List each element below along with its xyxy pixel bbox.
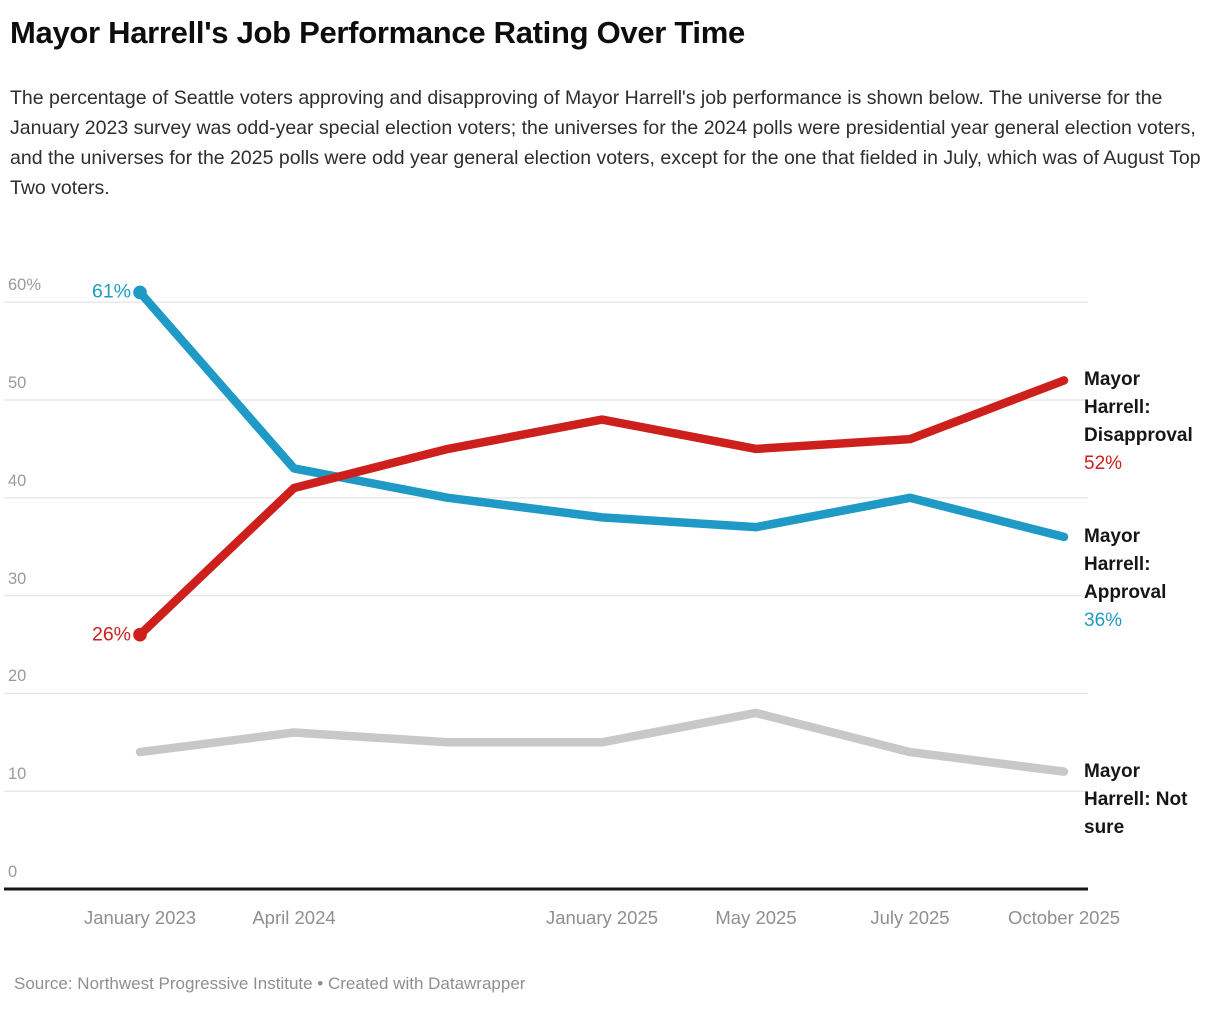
mayor-harrell-approval-line [135, 288, 1069, 542]
series-label-line: Approval [1084, 581, 1167, 603]
x-axis-tick-label: January 2025 [545, 907, 659, 928]
x-axis-tick-label: January 2023 [83, 907, 197, 928]
series-label-line: Mayor [1084, 760, 1140, 782]
y-axis-tick-label: 40 [8, 471, 27, 490]
mayor-harrell-not-sure-line [135, 708, 1069, 776]
y-axis-tick-label: 10 [8, 765, 27, 784]
mayor-harrell-disapproval-end-value-label: 52% [1084, 453, 1123, 475]
mayor-harrell-disapproval-label: Mayor Harrell: Disapproval 52% [1084, 366, 1216, 478]
y-axis-tick-label: 0 [8, 863, 18, 881]
mayor-harrell-approval-start-value-label: 61% [91, 280, 131, 303]
x-axis-tick-label: May 2025 [715, 907, 797, 928]
page-title: Mayor Harrell's Job Performance Rating O… [10, 15, 745, 50]
mayor-harrell-disapproval-start-dot [133, 627, 147, 642]
series-label-line: Disapproval [1084, 425, 1193, 447]
mayor-harrell-disapproval-line [135, 376, 1069, 639]
series-label-line: Harrell: Not [1084, 788, 1188, 810]
x-axis-tick-label: April 2024 [252, 907, 336, 928]
mayor-harrell-approval-label: Mayor Harrell: Approval 36% [1084, 523, 1216, 635]
chart-description: The percentage of Seattle voters approvi… [10, 87, 1201, 199]
series-label-line: Harrell: [1084, 553, 1151, 575]
y-axis-tick-label: 50 [8, 374, 27, 392]
x-axis-tick-label: July 2025 [870, 907, 950, 928]
series-label-line: Mayor [1084, 369, 1140, 391]
y-axis-tick-label: 60% [8, 276, 42, 295]
y-axis-tick-label: 30 [8, 569, 27, 588]
mayor-harrell-disapproval-start-value-label: 26% [91, 623, 131, 646]
mayor-harrell-approval-start-dot [133, 285, 147, 300]
x-axis-tick-label: October 2025 [1007, 907, 1121, 928]
footer-source-text: Source: Northwest Progressive Institute … [14, 974, 526, 993]
y-axis-tick-label: 20 [8, 667, 27, 686]
mayor-harrell-approval-end-value-label: 36% [1084, 609, 1123, 631]
series-label-line: Mayor [1084, 525, 1140, 547]
mayor-harrell-not-sure-label: Mayor Harrell: Not sure [1084, 758, 1216, 842]
series-label-line: sure [1084, 816, 1125, 838]
series-label-line: Harrell: [1084, 397, 1151, 419]
